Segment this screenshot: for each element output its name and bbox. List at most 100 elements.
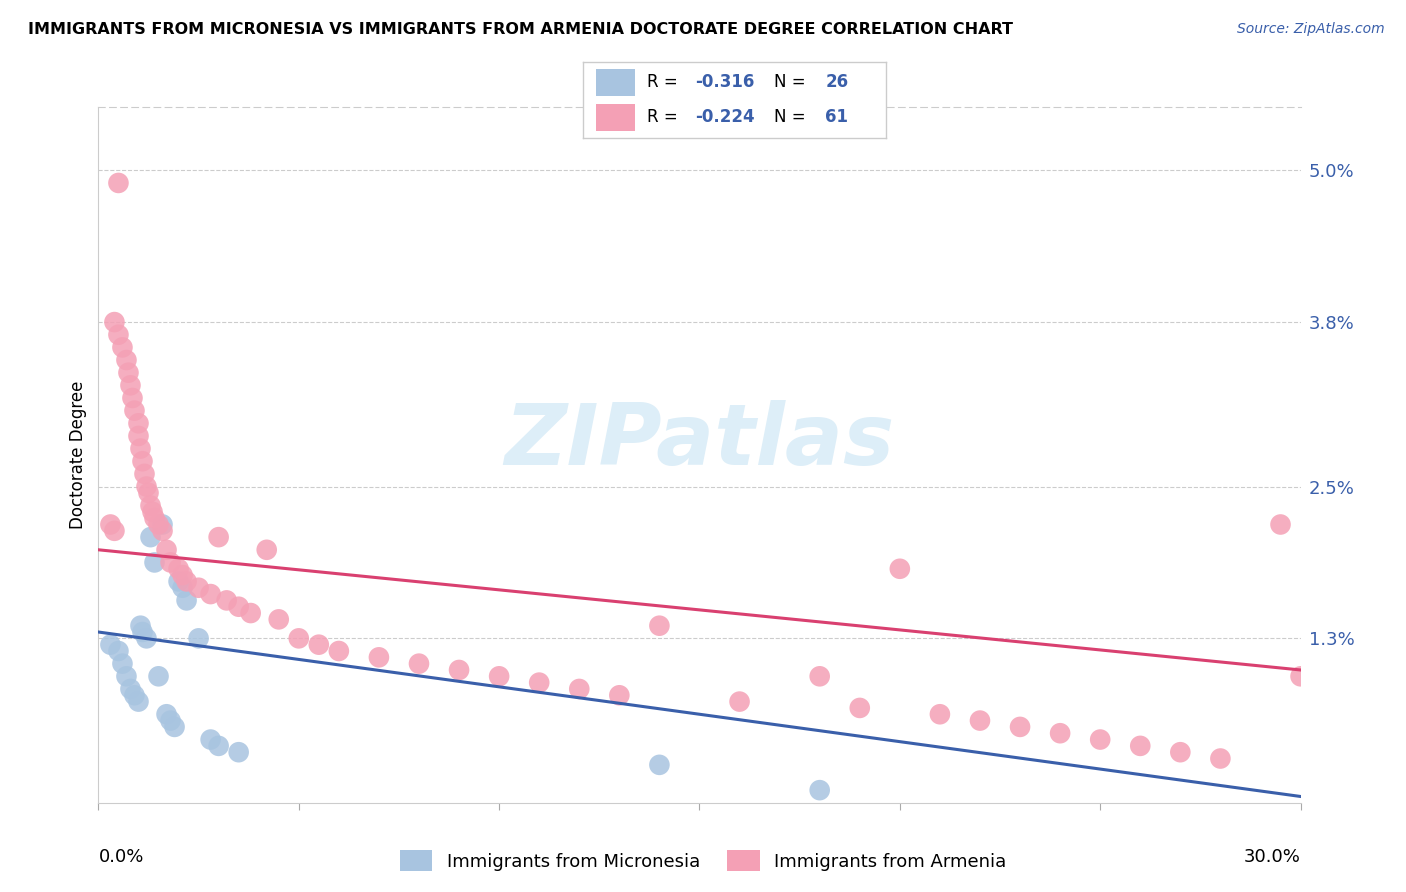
Point — [107, 176, 129, 190]
Point — [208, 739, 231, 753]
Point — [121, 391, 143, 405]
Point — [256, 542, 278, 557]
Point — [117, 366, 139, 380]
Text: R =: R = — [647, 108, 683, 126]
Point — [447, 663, 470, 677]
Point — [228, 599, 250, 614]
Point — [328, 644, 350, 658]
Point — [368, 650, 391, 665]
Point — [131, 454, 153, 468]
Point — [1289, 669, 1312, 683]
Point — [107, 327, 129, 342]
Point — [889, 562, 911, 576]
Point — [308, 638, 330, 652]
Point — [115, 353, 138, 368]
Point — [143, 511, 166, 525]
Point — [408, 657, 430, 671]
Point — [1088, 732, 1111, 747]
Point — [215, 593, 238, 607]
Text: Source: ZipAtlas.com: Source: ZipAtlas.com — [1237, 22, 1385, 37]
Point — [103, 315, 125, 329]
Point — [155, 542, 177, 557]
Point — [135, 632, 157, 646]
Point — [103, 524, 125, 538]
Point — [128, 429, 150, 443]
Point — [167, 574, 190, 589]
Point — [176, 574, 198, 589]
Point — [129, 442, 152, 456]
Point — [228, 745, 250, 759]
Point — [152, 524, 174, 538]
Text: ZIPatlas: ZIPatlas — [505, 400, 894, 483]
Point — [529, 675, 551, 690]
Point — [159, 556, 181, 570]
Point — [200, 732, 222, 747]
Text: IMMIGRANTS FROM MICRONESIA VS IMMIGRANTS FROM ARMENIA DOCTORATE DEGREE CORRELATI: IMMIGRANTS FROM MICRONESIA VS IMMIGRANTS… — [28, 22, 1014, 37]
Point — [1170, 745, 1192, 759]
Text: N =: N = — [773, 108, 811, 126]
Bar — [596, 104, 636, 130]
Y-axis label: Doctorate Degree: Doctorate Degree — [69, 381, 87, 529]
Point — [267, 612, 290, 626]
Text: 26: 26 — [825, 73, 848, 91]
Point — [107, 644, 129, 658]
Point — [148, 517, 170, 532]
Point — [187, 581, 209, 595]
Point — [128, 417, 150, 431]
Point — [129, 618, 152, 632]
Point — [808, 783, 831, 797]
Point — [488, 669, 510, 683]
Point — [135, 479, 157, 493]
Point — [124, 688, 146, 702]
Point — [128, 695, 150, 709]
Text: 30.0%: 30.0% — [1244, 848, 1301, 866]
Point — [138, 486, 160, 500]
Text: 61: 61 — [825, 108, 848, 126]
Point — [609, 688, 631, 702]
Point — [1209, 751, 1232, 765]
Point — [1049, 726, 1071, 740]
Point — [139, 530, 162, 544]
Point — [176, 593, 198, 607]
Point — [239, 606, 262, 620]
Point — [159, 714, 181, 728]
Point — [648, 618, 671, 632]
Text: N =: N = — [773, 73, 811, 91]
Point — [288, 632, 311, 646]
Point — [808, 669, 831, 683]
Point — [141, 505, 163, 519]
Point — [100, 638, 122, 652]
Point — [929, 707, 952, 722]
Point — [187, 632, 209, 646]
Point — [172, 568, 194, 582]
Point — [1270, 517, 1292, 532]
Point — [200, 587, 222, 601]
Point — [115, 669, 138, 683]
Point — [152, 517, 174, 532]
Point — [208, 530, 231, 544]
Point — [648, 757, 671, 772]
Point — [131, 625, 153, 640]
Point — [120, 378, 142, 392]
Legend: Immigrants from Micronesia, Immigrants from Armenia: Immigrants from Micronesia, Immigrants f… — [392, 843, 1014, 879]
Point — [172, 581, 194, 595]
Point — [1129, 739, 1152, 753]
Point — [568, 681, 591, 696]
Bar — [596, 70, 636, 95]
Point — [100, 517, 122, 532]
Point — [139, 499, 162, 513]
Point — [1010, 720, 1032, 734]
Point — [849, 701, 872, 715]
Text: -0.316: -0.316 — [696, 73, 755, 91]
Point — [163, 720, 186, 734]
Point — [148, 669, 170, 683]
Point — [155, 707, 177, 722]
Point — [134, 467, 156, 481]
Text: R =: R = — [647, 73, 683, 91]
Point — [167, 562, 190, 576]
Point — [111, 340, 134, 354]
Point — [120, 681, 142, 696]
Point — [969, 714, 991, 728]
Point — [728, 695, 751, 709]
Point — [111, 657, 134, 671]
